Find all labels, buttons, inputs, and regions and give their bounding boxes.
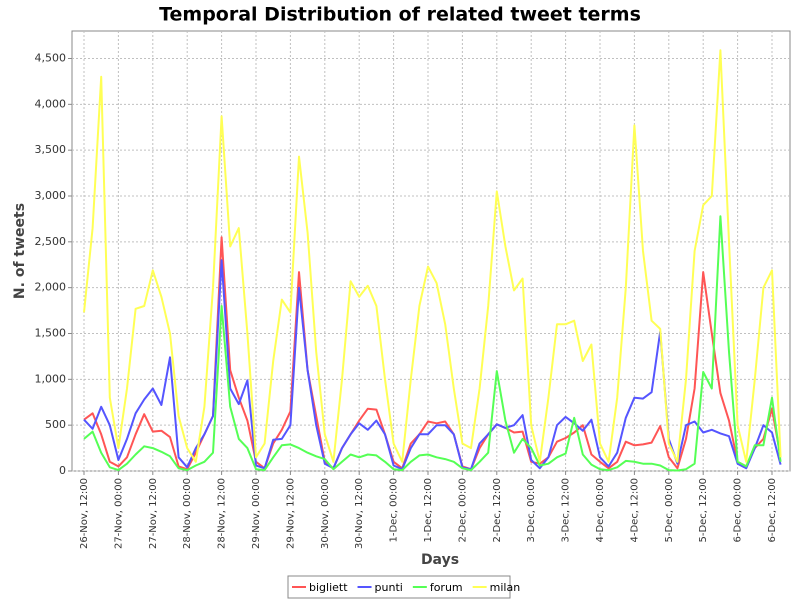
legend-label: forum [430, 581, 463, 594]
x-tick-label: 4-Dec, 12:00 [629, 478, 640, 543]
x-tick-label: 29-Nov, 00:00 [251, 478, 262, 549]
x-tick-label: 27-Nov, 12:00 [148, 478, 159, 549]
y-tick-label: 3,500 [35, 143, 67, 156]
x-tick-label: 5-Dec, 12:00 [698, 478, 709, 543]
x-axis-label: Days [421, 552, 459, 568]
series-line [83, 215, 782, 472]
x-tick-label: 27-Nov, 00:00 [113, 478, 124, 549]
y-tick-label: 0 [59, 464, 66, 477]
y-axis-label: N. of tweets [12, 203, 28, 299]
x-tick-label: 30-Nov, 12:00 [354, 478, 365, 549]
x-tick-label: 6-Dec, 12:00 [767, 478, 778, 543]
series-line [83, 236, 782, 471]
legend-label: bigliett [309, 581, 348, 594]
legend-label: punti [375, 581, 403, 594]
x-tick-label: 29-Nov, 12:00 [285, 478, 296, 549]
y-tick-label: 1,000 [35, 372, 67, 385]
x-tick-label: 28-Nov, 00:00 [182, 478, 193, 549]
x-tick-label: 1-Dec, 12:00 [423, 478, 434, 543]
x-tick-label: 2-Dec, 12:00 [492, 478, 503, 543]
legend-label: milan [490, 581, 521, 594]
x-tick-label: 3-Dec, 00:00 [526, 478, 537, 543]
chart-title: Temporal Distribution of related tweet t… [159, 4, 641, 26]
x-tick-label: 30-Nov, 00:00 [320, 478, 331, 549]
series-line [83, 49, 782, 463]
y-tick-label: 3,000 [35, 189, 67, 202]
x-tick-label: 1-Dec, 00:00 [389, 478, 400, 543]
x-tick-label: 6-Dec, 00:00 [733, 478, 744, 543]
x-tick-label: 28-Nov, 12:00 [217, 478, 228, 549]
x-tick-label: 5-Dec, 00:00 [664, 478, 675, 543]
plot-area [71, 30, 791, 472]
y-tick-label: 500 [45, 418, 66, 431]
y-tick-label: 4,500 [35, 52, 67, 65]
x-tick-label: 4-Dec, 00:00 [595, 478, 606, 543]
y-tick-label: 4,000 [35, 97, 67, 110]
x-tick-label: 26-Nov, 12:00 [79, 478, 90, 549]
y-tick-label: 2,500 [35, 235, 67, 248]
y-tick-label: 1,500 [35, 327, 67, 340]
y-tick-label: 2,000 [35, 281, 67, 294]
x-tick-label: 2-Dec, 00:00 [457, 478, 468, 542]
x-tick-label: 3-Dec, 12:00 [561, 478, 572, 543]
legend [287, 575, 511, 599]
